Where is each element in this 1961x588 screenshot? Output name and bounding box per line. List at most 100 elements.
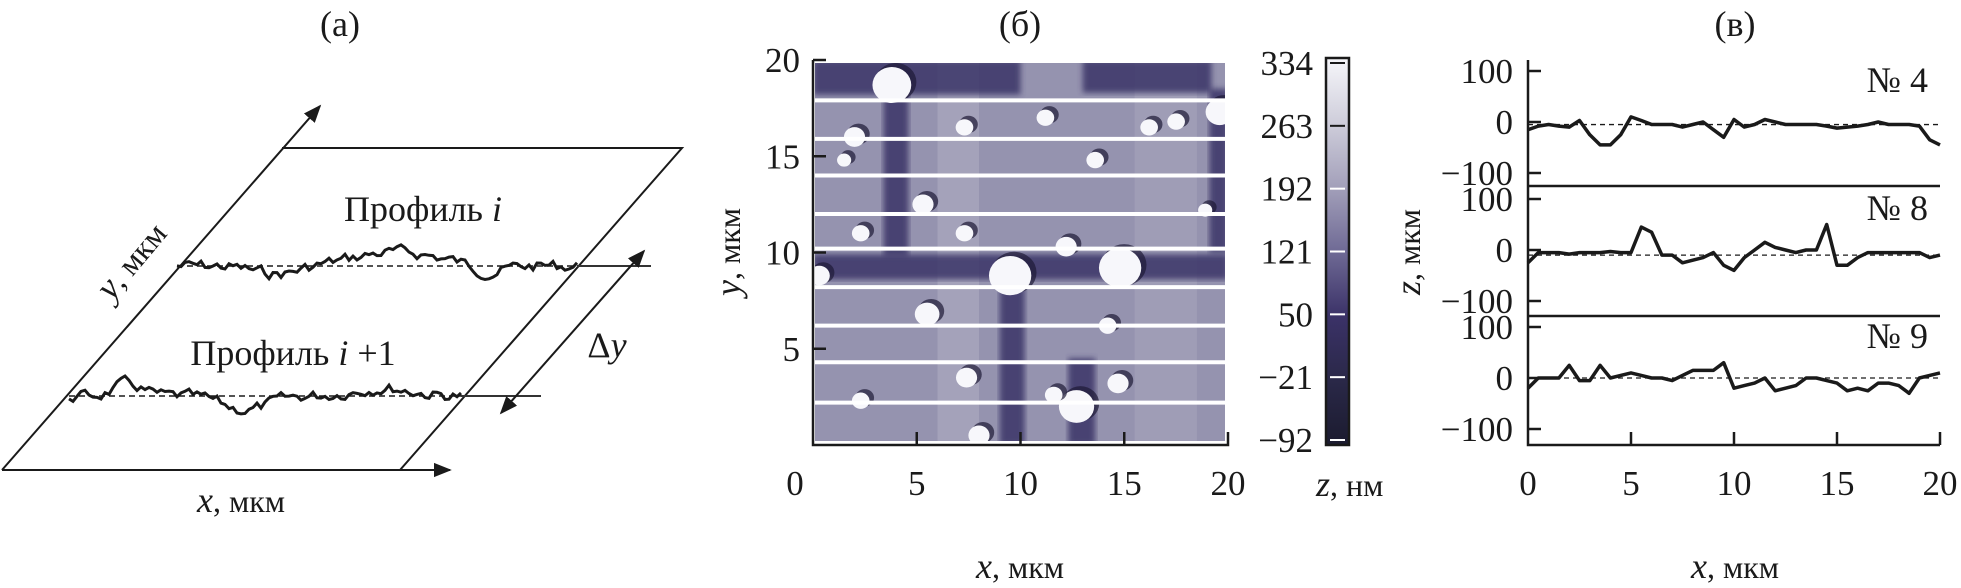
afm-particle	[1044, 386, 1063, 404]
profile-series-line	[1527, 115, 1941, 147]
profile-i-word: Профиль	[344, 189, 492, 229]
z-var: z	[1388, 281, 1428, 296]
y-tick-label: 100	[1461, 180, 1514, 219]
panel-b-x-label: x, мкм	[975, 546, 1064, 586]
delta-symbol: Δ	[587, 325, 610, 365]
panel-b-title: (б)	[999, 4, 1041, 44]
afm-particle	[837, 153, 852, 167]
series-label: № 9	[1867, 316, 1928, 356]
z-var: z	[1315, 464, 1330, 504]
series-label: № 8	[1867, 188, 1928, 228]
x-unit: , мкм	[992, 549, 1064, 585]
afm-particle	[912, 194, 934, 215]
colorbar-tick-label: −21	[1258, 358, 1313, 397]
x-tick-label: 20	[1211, 464, 1246, 503]
afm-particle	[955, 119, 974, 136]
y-tick-label: 100	[1461, 308, 1514, 347]
series-label: № 4	[1867, 60, 1928, 100]
afm-particle	[872, 67, 912, 104]
x-tick-label: 10	[1717, 464, 1752, 503]
delta-y-arrow	[499, 249, 646, 415]
panel-a-schematic: (а) Профиль i Профиль i +1 Δy x, мкм y, …	[1, 4, 685, 520]
scan-plane	[2, 147, 685, 471]
x-var: x	[975, 546, 992, 586]
profile-lines	[815, 98, 1225, 405]
profile-series-line	[1526, 360, 1941, 396]
profile-i-label: Профиль i	[344, 189, 502, 229]
y-tick-label: 0	[1496, 359, 1514, 398]
z-unit: , нм	[1330, 467, 1383, 503]
x-unit: , мкм	[213, 483, 285, 519]
afm-dark-band	[999, 271, 1025, 441]
afm-particle	[1167, 113, 1185, 130]
x-tick-label: 0	[1519, 464, 1537, 503]
afm-height-image	[815, 63, 1225, 441]
delta-var: y	[608, 325, 627, 365]
afm-particle	[1058, 390, 1095, 423]
y-tick-label: 0	[1496, 103, 1514, 142]
profile-i1-suffix: +1	[348, 333, 395, 373]
afm-particle	[955, 225, 974, 242]
panel-b-y-label: y, мкм	[708, 208, 748, 299]
afm-particle	[851, 225, 870, 242]
profile-i-line	[176, 243, 579, 282]
colorbar-tick-label: 192	[1261, 170, 1314, 209]
colorbar-tick-label: 334	[1261, 44, 1314, 83]
x-tick-label: 5	[908, 464, 926, 503]
y-tick-label: 100	[1461, 52, 1514, 91]
panel-c-axes	[1526, 60, 1940, 447]
x-axis-label: x, мкм	[196, 480, 285, 520]
x-tick-label: 10	[1003, 464, 1038, 503]
panel-b-ticks: 5 10 15 20 0 5 10 15 20	[765, 41, 1246, 503]
profile-i1-var: i	[338, 333, 348, 373]
panel-c-x-label: x, мкм	[1690, 546, 1779, 586]
panel-c-y-label: z, мкм	[1388, 209, 1428, 296]
x-tick-label: 15	[1107, 464, 1142, 503]
y-tick-label: −100	[1441, 154, 1513, 193]
y-tick-label: 0	[1496, 231, 1514, 270]
colorbar-label: z, нм	[1315, 464, 1383, 504]
afm-particle	[815, 265, 830, 286]
x-tick-label: 5	[1622, 464, 1640, 503]
afm-particle	[1086, 151, 1105, 169]
profile-i1-label: Профиль i +1	[190, 333, 395, 373]
afm-dark-band	[815, 63, 1021, 95]
panel-a-title: (а)	[320, 4, 360, 44]
afm-particle	[914, 302, 940, 326]
afm-particle	[1036, 109, 1055, 126]
y-unit: , мкм	[711, 208, 747, 280]
afm-particle	[1107, 373, 1129, 394]
x-var: x	[1690, 546, 1707, 586]
colorbar-tick-label: 50	[1278, 295, 1313, 334]
profile-series-line	[1526, 222, 1941, 273]
x-tick-label: 0	[786, 464, 804, 503]
y-tick-label: 20	[765, 41, 800, 80]
x-var: x	[196, 480, 213, 520]
y-tick-label: −100	[1441, 282, 1513, 321]
y-axis-label: y, мкм	[85, 214, 174, 309]
y-axis-arrow	[1, 104, 322, 471]
profile-i1-word: Профиль	[190, 333, 338, 373]
afm-particle	[1140, 119, 1158, 136]
profile-i1-line	[68, 374, 463, 416]
afm-dark-band	[1082, 63, 1212, 93]
x-tick-label: 15	[1820, 464, 1855, 503]
y-tick-label: −100	[1441, 410, 1513, 449]
colorbar-tick-label: −92	[1258, 421, 1313, 460]
panel-c-title: (в)	[1715, 4, 1756, 44]
y-tick-label: 5	[783, 330, 801, 369]
colorbar-ticks: 334 263 192 121 50 −21 −92	[1258, 44, 1345, 460]
afm-particle	[1098, 248, 1142, 288]
y-tick-label: 15	[765, 137, 800, 176]
x-unit: , мкм	[1707, 549, 1779, 585]
afm-particle	[955, 367, 978, 388]
afm-particle	[1205, 98, 1225, 126]
x-tick-label: 20	[1923, 464, 1958, 503]
delta-y-label: Δy	[587, 325, 626, 365]
y-var: y	[708, 280, 748, 299]
y-tick-label: 10	[765, 234, 800, 273]
